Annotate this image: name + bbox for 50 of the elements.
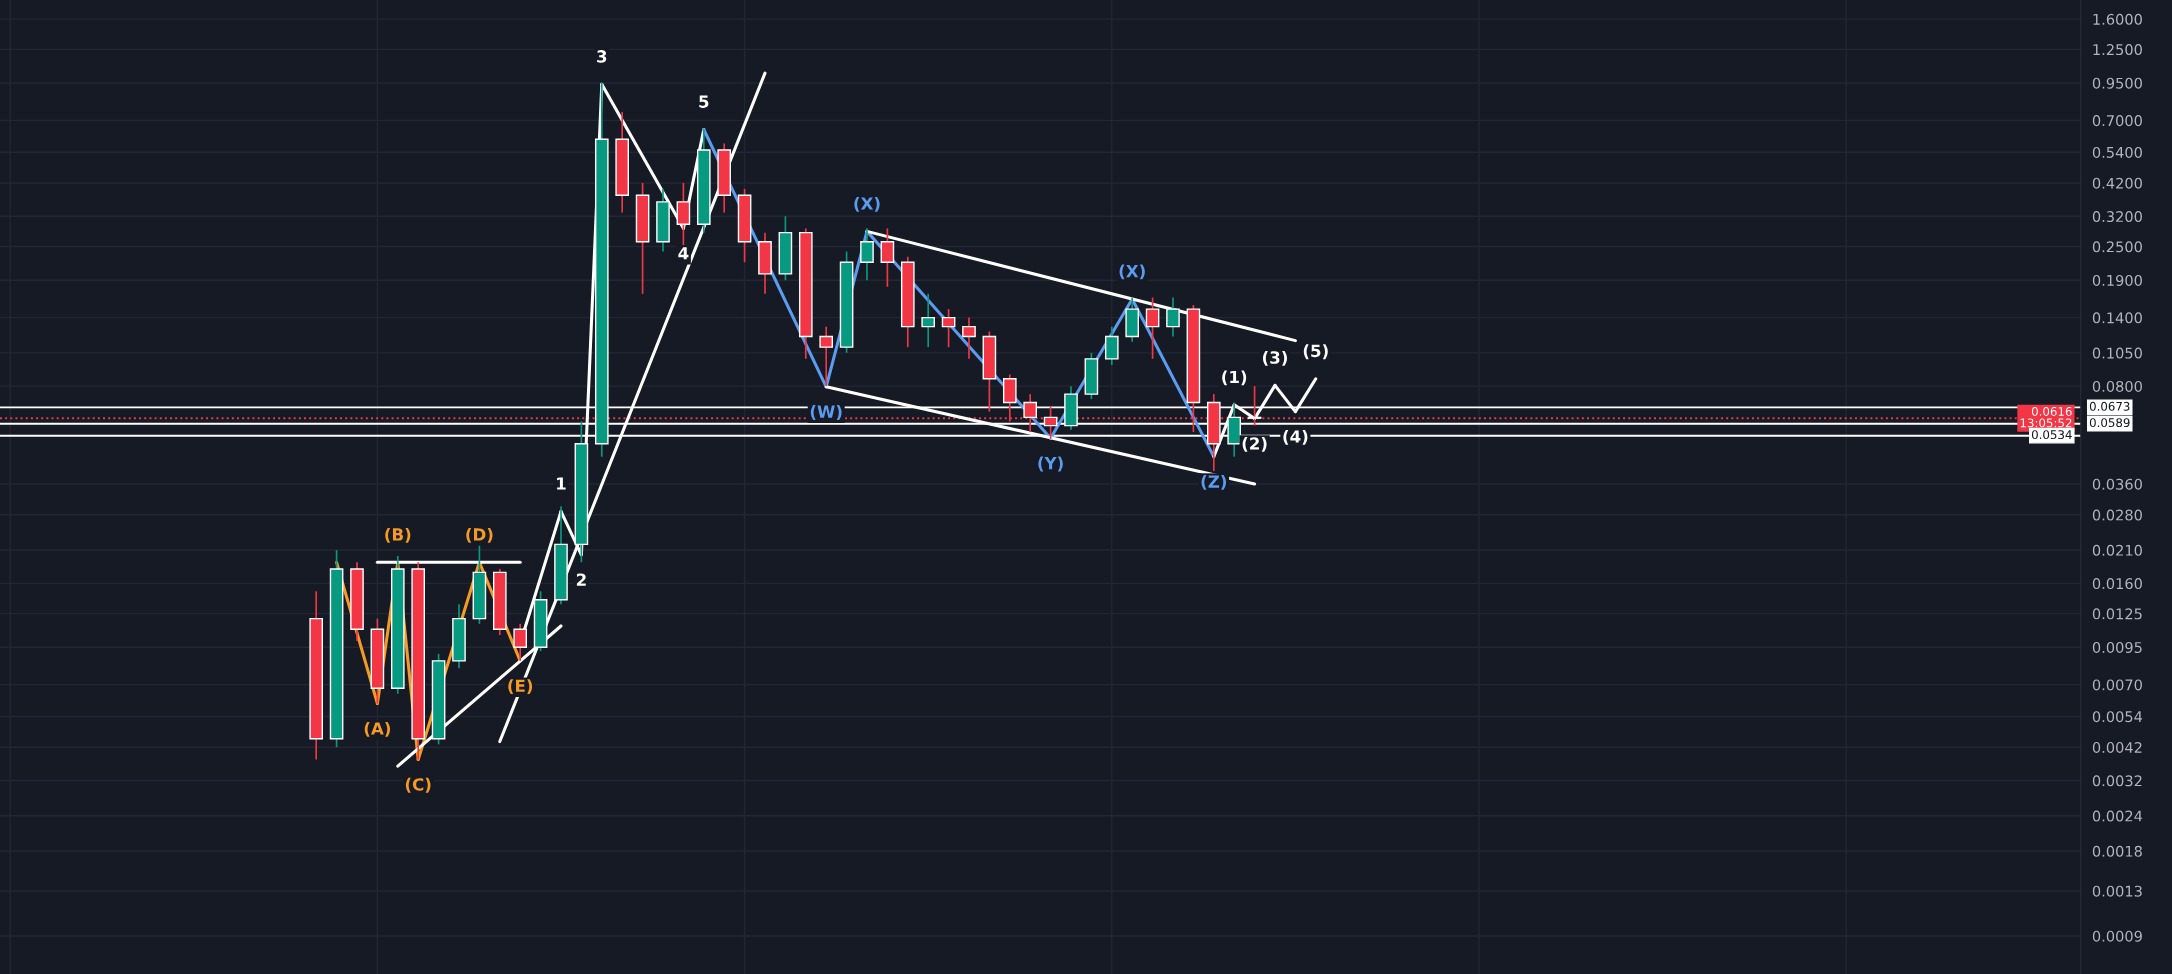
series-label: (5) (1303, 344, 1328, 360)
y-tick-label: 0.1050 (2092, 347, 2142, 359)
y-tick-label: 0.0360 (2092, 478, 2142, 490)
series-label: (A) (364, 721, 391, 737)
y-tick-label: 0.5400 (2092, 146, 2142, 158)
y-tick-label: 1.6000 (2093, 13, 2142, 25)
y-tick-label: 0.0054 (2092, 711, 2143, 723)
y-tick-label: 0.0160 (2092, 578, 2142, 590)
y-tick-label: 0.0095 (2092, 641, 2142, 653)
y-tick-label: 0.0042 (2092, 741, 2142, 753)
y-tick-label: 0.0070 (2092, 679, 2142, 691)
series-label: 4 (678, 247, 689, 260)
series-label: (X) (854, 196, 880, 212)
series-label: 2 (576, 573, 586, 586)
y-tick-label: 0.0032 (2092, 775, 2142, 787)
y-tick-label: 0.0024 (2092, 810, 2143, 822)
series-label: 1 (557, 477, 566, 490)
series-label: (B) (385, 527, 411, 543)
y-tick-label: 0.0800 (2092, 380, 2142, 392)
y-tick-label: 0.9500 (2092, 77, 2142, 89)
ref-line-label: 0.0673 (2089, 401, 2130, 411)
y-tick-label: 0.7000 (2092, 115, 2142, 127)
y-tick-label: 0.0280 (2092, 509, 2142, 521)
series-label: 5 (699, 95, 709, 108)
series-label: (Z) (1201, 475, 1227, 490)
y-tick-label: 0.3200 (2092, 211, 2142, 223)
series-label: (1) (1222, 370, 1247, 386)
y-tick-label: 0.0018 (2092, 845, 2142, 857)
y-tick-label: 0.0210 (2092, 544, 2142, 556)
series-label: (2) (1242, 436, 1267, 452)
series-label: (E) (508, 679, 533, 695)
series-label: (X) (1119, 264, 1145, 280)
y-tick-label: 1.2500 (2093, 44, 2142, 56)
series-label: (Y) (1038, 456, 1063, 472)
ref-line-label: 0.0534 (2031, 430, 2072, 440)
y-tick-label: 0.2500 (2092, 241, 2142, 253)
series-label: (4) (1283, 429, 1308, 445)
y-tick-label: 0.0013 (2092, 885, 2142, 897)
y-tick-label: 0.0125 (2092, 608, 2142, 620)
series-label: (3) (1263, 350, 1287, 366)
y-tick-label: 0.1400 (2092, 312, 2142, 324)
series-label: (C) (405, 777, 431, 793)
series-label: (W) (810, 405, 842, 420)
ref-line-label: 0.0589 (2089, 418, 2130, 428)
y-tick-label: 0.1900 (2092, 274, 2142, 286)
ref-line-label: 0.0616 13:05:52 (2020, 406, 2072, 428)
y-tick-label: 0.4200 (2092, 177, 2142, 189)
y-tick-label: 0.0009 (2092, 930, 2142, 942)
series-label: 3 (597, 50, 607, 63)
series-label: (D) (466, 527, 493, 543)
